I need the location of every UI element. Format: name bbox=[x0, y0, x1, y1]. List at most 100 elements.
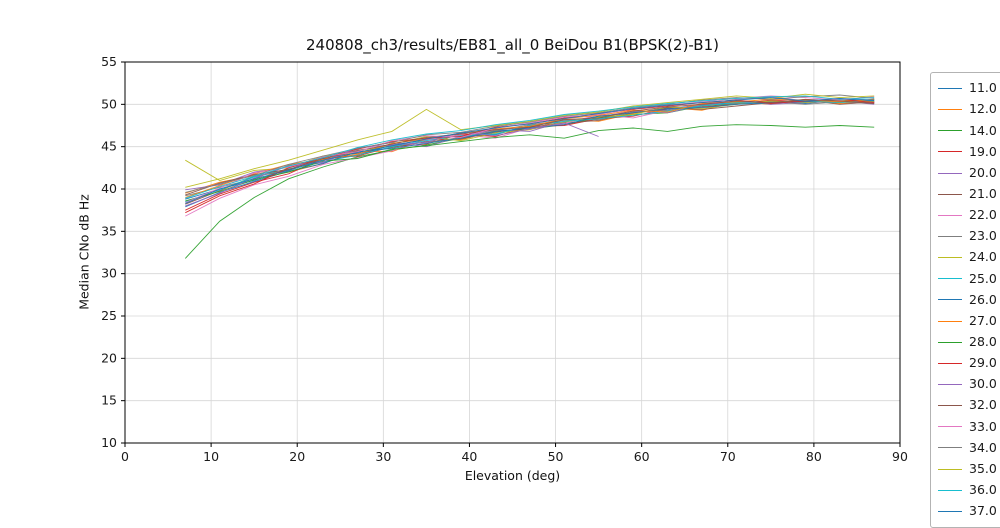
legend-item-28.0: 28.0 bbox=[938, 332, 1000, 353]
legend: 11.0 12.0 14.0 19.0 20.0 21.0 22.0 23.0 24.0 25.0… bbox=[930, 72, 1000, 528]
series-line-33.0 bbox=[185, 95, 875, 203]
series-line-28.0 bbox=[185, 124, 875, 202]
x-tick-label: 20 bbox=[289, 449, 305, 464]
legend-label: 33.0 bbox=[969, 418, 997, 434]
legend-line-swatch bbox=[938, 88, 962, 90]
legend-label: 26.0 bbox=[969, 291, 997, 307]
legend-line-swatch bbox=[938, 405, 962, 407]
legend-label: 24.0 bbox=[969, 249, 997, 265]
legend-item-36.0: 36.0 bbox=[938, 480, 1000, 501]
legend-line-swatch bbox=[938, 426, 962, 428]
legend-item-23.0: 23.0 bbox=[938, 226, 1000, 247]
legend-line-swatch bbox=[938, 151, 962, 153]
legend-item-19.0: 19.0 bbox=[938, 141, 1000, 162]
y-tick-label: 20 bbox=[101, 350, 117, 365]
legend-label: 27.0 bbox=[969, 312, 997, 328]
legend-line-swatch bbox=[938, 447, 962, 449]
y-axis-label: Median CNo dB Hz bbox=[76, 194, 92, 310]
legend-item-22.0: 22.0 bbox=[938, 205, 1000, 226]
legend-item-37.0: 37.0 bbox=[938, 501, 1000, 522]
legend-line-swatch bbox=[938, 384, 962, 386]
legend-line-swatch bbox=[938, 236, 962, 238]
plot-border bbox=[124, 61, 901, 444]
legend-item-33.0: 33.0 bbox=[938, 416, 1000, 437]
y-tick-label: 25 bbox=[101, 308, 117, 323]
legend-label: 36.0 bbox=[969, 481, 997, 497]
series-line-19.0 bbox=[185, 98, 875, 211]
legend-line-swatch bbox=[938, 468, 962, 470]
series-line-25.0 bbox=[185, 99, 875, 203]
y-tick-label: 35 bbox=[101, 223, 117, 238]
legend-line-swatch bbox=[938, 214, 962, 216]
legend-item-24.0: 24.0 bbox=[938, 247, 1000, 268]
legend-line-swatch bbox=[938, 489, 962, 491]
legend-item-30.0: 30.0 bbox=[938, 374, 1000, 395]
legend-label: 20.0 bbox=[969, 164, 997, 180]
legend-line-swatch bbox=[938, 109, 962, 111]
legend-line-swatch bbox=[938, 257, 962, 259]
x-tick-label: 80 bbox=[806, 449, 822, 464]
series-line-26.0 bbox=[185, 98, 875, 208]
legend-line-swatch bbox=[938, 130, 962, 132]
legend-item-21.0: 21.0 bbox=[938, 184, 1000, 205]
legend-item-29.0: 29.0 bbox=[938, 353, 1000, 374]
y-tick-label: 10 bbox=[101, 435, 117, 450]
legend-item-34.0: 34.0 bbox=[938, 437, 1000, 458]
legend-label: 35.0 bbox=[969, 460, 997, 476]
y-tick-label: 45 bbox=[101, 139, 117, 154]
x-tick-label: 30 bbox=[375, 449, 391, 464]
legend-label: 37.0 bbox=[969, 503, 997, 519]
legend-item-27.0: 27.0 bbox=[938, 311, 1000, 332]
legend-item-20.0: 20.0 bbox=[938, 163, 1000, 184]
x-tick-label: 40 bbox=[461, 449, 477, 464]
series-line-23.0 bbox=[185, 101, 875, 197]
series-line-22.0 bbox=[185, 96, 875, 217]
legend-label: 25.0 bbox=[969, 270, 997, 286]
series-line-37.0 bbox=[185, 97, 875, 204]
y-tick-label: 55 bbox=[101, 54, 117, 69]
x-tick-label: 10 bbox=[203, 449, 219, 464]
y-tick-label: 15 bbox=[101, 393, 117, 408]
legend-item-11.0: 11.0 bbox=[938, 78, 1000, 99]
legend-line-swatch bbox=[938, 362, 962, 364]
legend-line-swatch bbox=[938, 193, 962, 195]
legend-label: 21.0 bbox=[969, 186, 997, 202]
chart-plot: 0 10 20 30 40 50 60 70 80 90 10 15 20 25 30 35 40 45 50 55 bbox=[101, 54, 908, 464]
legend-line-swatch bbox=[938, 299, 962, 301]
x-tick-label: 0 bbox=[121, 449, 129, 464]
series-line-34.0 bbox=[185, 94, 875, 193]
legend-label: 30.0 bbox=[969, 376, 997, 392]
legend-line-swatch bbox=[938, 320, 962, 322]
series-line-36.0 bbox=[185, 95, 875, 199]
legend-line-swatch bbox=[938, 341, 962, 343]
legend-label: 11.0 bbox=[969, 80, 997, 96]
y-tick-label: 40 bbox=[101, 181, 117, 196]
legend-label: 19.0 bbox=[969, 143, 997, 159]
legend-label: 22.0 bbox=[969, 207, 997, 223]
series-line-27.0 bbox=[185, 98, 875, 198]
y-tick-label: 50 bbox=[101, 96, 117, 111]
legend-label: 32.0 bbox=[969, 397, 997, 413]
legend-label: 28.0 bbox=[969, 334, 997, 349]
legend-item-26.0: 26.0 bbox=[938, 289, 1000, 310]
x-tick-label: 60 bbox=[634, 449, 650, 464]
y-tick-label: 30 bbox=[101, 266, 117, 281]
series-line-21.0 bbox=[185, 99, 875, 205]
x-tick-label: 50 bbox=[548, 449, 564, 464]
legend-label: 12.0 bbox=[969, 101, 997, 117]
legend-item-32.0: 32.0 bbox=[938, 395, 1000, 416]
legend-item-35.0: 35.0 bbox=[938, 459, 1000, 480]
legend-item-25.0: 25.0 bbox=[938, 268, 1000, 289]
figure: 0 10 20 30 40 50 60 70 80 90 10 15 20 25 30 35 40 45 50 55 … bbox=[76, 36, 1000, 528]
series-line-32.0 bbox=[185, 98, 875, 196]
legend-line-swatch bbox=[938, 510, 962, 512]
legend-item-14.0: 14.0 bbox=[938, 120, 1000, 141]
chart-title: 240808_ch3/results/EB81_all_0 BeiDou B1(… bbox=[306, 36, 719, 54]
x-axis-label: Elevation (deg) bbox=[464, 468, 561, 483]
series-line-30.0 bbox=[185, 122, 599, 207]
legend-label: 14.0 bbox=[969, 122, 997, 138]
legend-line-swatch bbox=[938, 172, 962, 174]
legend-item-12.0: 12.0 bbox=[938, 99, 1000, 120]
x-tick-label: 90 bbox=[892, 449, 908, 464]
series-line-29.0 bbox=[185, 98, 875, 214]
